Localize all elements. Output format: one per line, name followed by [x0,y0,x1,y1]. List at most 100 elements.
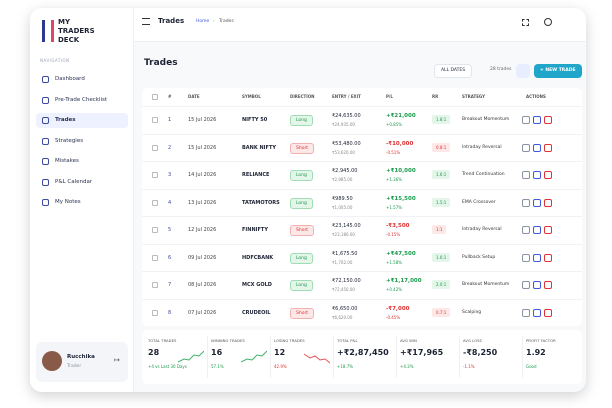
edit-button[interactable] [533,308,541,317]
trade-symbol: MCX GOLD [242,282,272,288]
trade-symbol: HDFCBANK [242,254,274,261]
strategy-name: Breakout Momentum [462,282,510,287]
row-checkbox[interactable] [152,309,158,316]
breadcrumb-link[interactable]: Home [196,19,210,24]
theme-button[interactable] [544,18,552,26]
row-checkbox[interactable] [152,254,158,261]
view-button[interactable] [522,308,530,317]
rr-badge: 0.8:1 [432,142,451,152]
sparkline-path [241,350,267,363]
nav-item[interactable]: Strategies [36,134,128,149]
strategy-name: Scalping [462,309,482,315]
view-button[interactable] [522,143,530,152]
logout-button[interactable]: ↦ [114,356,120,364]
nav-item[interactable]: My Notes [36,195,128,210]
stat-note: 57.1% [211,364,224,369]
attach-button[interactable] [516,64,530,78]
trade-date: 13 Jul 2026 [188,199,217,206]
stat-value: -₹8,250 [463,348,498,357]
stat-note: 42.9% [274,364,287,369]
row-checkbox[interactable] [152,282,158,288]
view-button[interactable] [522,253,530,262]
pnl-percent: -0.45% [386,314,401,320]
nav-item[interactable]: P&L Calendar [36,175,128,190]
delete-button[interactable] [544,253,552,262]
sparkline [178,350,204,363]
delete-button[interactable] [544,171,552,179]
breadcrumb-current: Trades [219,19,234,24]
row-checkbox[interactable] [152,227,158,233]
trade-count: 28 trades [490,67,512,72]
nav-item[interactable]: Pre-Trade Checklist [36,93,128,108]
column-header: STRATEGY [462,94,486,99]
logo-icon [42,20,54,42]
user-name: Rucchika [67,354,95,360]
entry-price: ₹989.50 [332,195,353,202]
stat-label: WINNING TRADES [211,338,245,343]
row-checkbox[interactable] [152,117,158,123]
exit-price: ₹23,180.00 [332,232,355,237]
row-checkbox[interactable] [152,199,158,206]
header-checkbox[interactable] [152,94,158,100]
view-button[interactable] [522,116,530,124]
row-number: 5 [168,227,172,233]
delete-button[interactable] [544,143,552,152]
stat-value: 16 [211,348,223,357]
menu-button[interactable] [142,18,150,25]
view-button[interactable] [522,281,530,289]
rr-badge: 1.6:1 [432,170,451,179]
rr-badge: 1.8:1 [432,115,451,124]
edit-button[interactable] [533,226,541,234]
trade-symbol: NIFTY 50 [242,117,268,123]
pnl-percent: +0.42% [386,287,403,292]
edit-button[interactable] [533,171,541,179]
strategy-name: Breakout Momentum [462,117,510,122]
new-trade-button[interactable]: + NEW TRADE [534,64,582,78]
fullscreen-button[interactable] [522,19,529,26]
stat-value: 1.92 [526,348,546,357]
pnl-amount: +₹1,17,000 [386,278,422,284]
nav-item[interactable]: Trades [36,113,128,128]
edit-button[interactable] [533,281,541,289]
edit-button[interactable] [533,143,541,152]
topbar-title: Trades [158,17,185,25]
rr-badge: 1:1 [432,225,447,234]
delete-button[interactable] [544,308,552,317]
row-checkbox[interactable] [152,172,158,178]
nav-icon [42,96,49,104]
row-checkbox[interactable] [152,144,158,151]
edit-button[interactable] [533,253,541,262]
nav-label: Mistakes [55,158,79,164]
strategy-name: Pullback Setup [462,254,496,260]
logo-text: DECK [58,36,80,44]
view-button[interactable] [522,226,530,234]
view-button[interactable] [522,171,530,179]
direction-badge: Short [290,225,315,236]
trades-table: # DATE SYMBOL DIRECTION ENTRY / EXIT P/L RR STR… [142,88,582,326]
trade-symbol: BANK NIFTY [242,144,276,151]
nav-item[interactable]: Dashboard [36,72,128,87]
delete-button[interactable] [544,116,552,124]
trade-date: 14 Jul 2026 [188,172,217,178]
delete-button[interactable] [544,226,552,234]
sidebar: MY TRADERS DECK NAVIGATION Dashboard Pre-Trad… [30,8,134,392]
stat-divider [459,336,460,378]
direction-badge: Short [290,307,315,319]
stat-label: TOTAL TRADES [148,338,177,343]
edit-button[interactable] [533,198,541,207]
edit-button[interactable] [533,116,541,124]
delete-button[interactable] [544,198,552,207]
avatar [42,351,62,371]
pnl-amount: -₹7,000 [386,305,410,312]
stat-note: +18.7% [337,364,354,369]
pnl-amount: -₹3,500 [386,223,410,229]
stat-divider [522,336,523,378]
date-filter[interactable]: ALL DATES [434,64,473,78]
stat-divider [396,336,397,378]
entry-price: ₹6,650.00 [332,305,358,312]
nav-item[interactable]: Mistakes [36,154,128,169]
sparkline [241,350,267,363]
direction-badge: Long [290,280,313,291]
delete-button[interactable] [544,281,552,289]
view-button[interactable] [522,198,530,207]
